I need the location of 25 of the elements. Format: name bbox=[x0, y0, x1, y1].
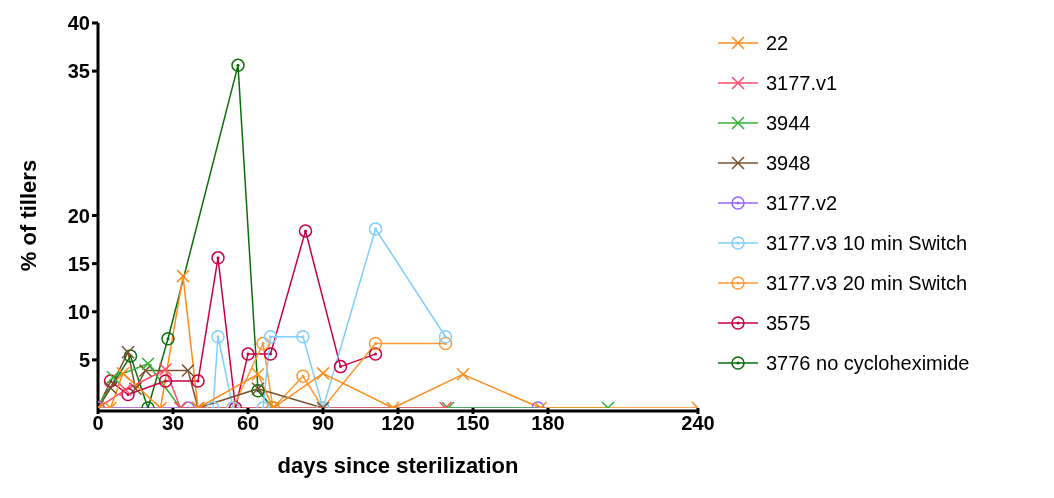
legend-label: 3177.v3 10 min Switch bbox=[766, 231, 968, 255]
x-tick-label: 180 bbox=[531, 412, 565, 435]
x-tick-label: 30 bbox=[161, 412, 185, 435]
x-tick-label: 120 bbox=[381, 412, 415, 435]
y-axis-title: % of tillers bbox=[15, 159, 41, 272]
legend-label: 3177.v2 bbox=[766, 191, 838, 215]
y-tick-label: 35 bbox=[67, 60, 90, 83]
y-tick-label: 5 bbox=[78, 348, 90, 371]
x-axis-title: days since sterilization bbox=[277, 453, 519, 478]
legend-label: 3177.v1 bbox=[766, 71, 838, 95]
y-tick-label: 40 bbox=[67, 12, 90, 35]
x-tick-label: 0 bbox=[92, 412, 104, 435]
x-tick-label: 60 bbox=[236, 412, 260, 435]
legend-label: 3575 bbox=[766, 311, 811, 335]
legend-label: 3948 bbox=[766, 151, 811, 175]
y-tick-label: 10 bbox=[67, 300, 90, 323]
y-tick-label: 20 bbox=[67, 204, 90, 227]
legend-label: 3776 no cycloheximide bbox=[766, 351, 970, 375]
x-tick-label: 150 bbox=[456, 412, 490, 435]
y-tick-label: 15 bbox=[67, 252, 90, 275]
x-tick-label: 90 bbox=[311, 412, 335, 435]
legend-label: 3177.v3 20 min Switch bbox=[766, 271, 968, 295]
legend-label: 3944 bbox=[766, 111, 811, 135]
legend-label: 22 bbox=[766, 31, 789, 55]
x-tick-label: 240 bbox=[681, 412, 715, 435]
